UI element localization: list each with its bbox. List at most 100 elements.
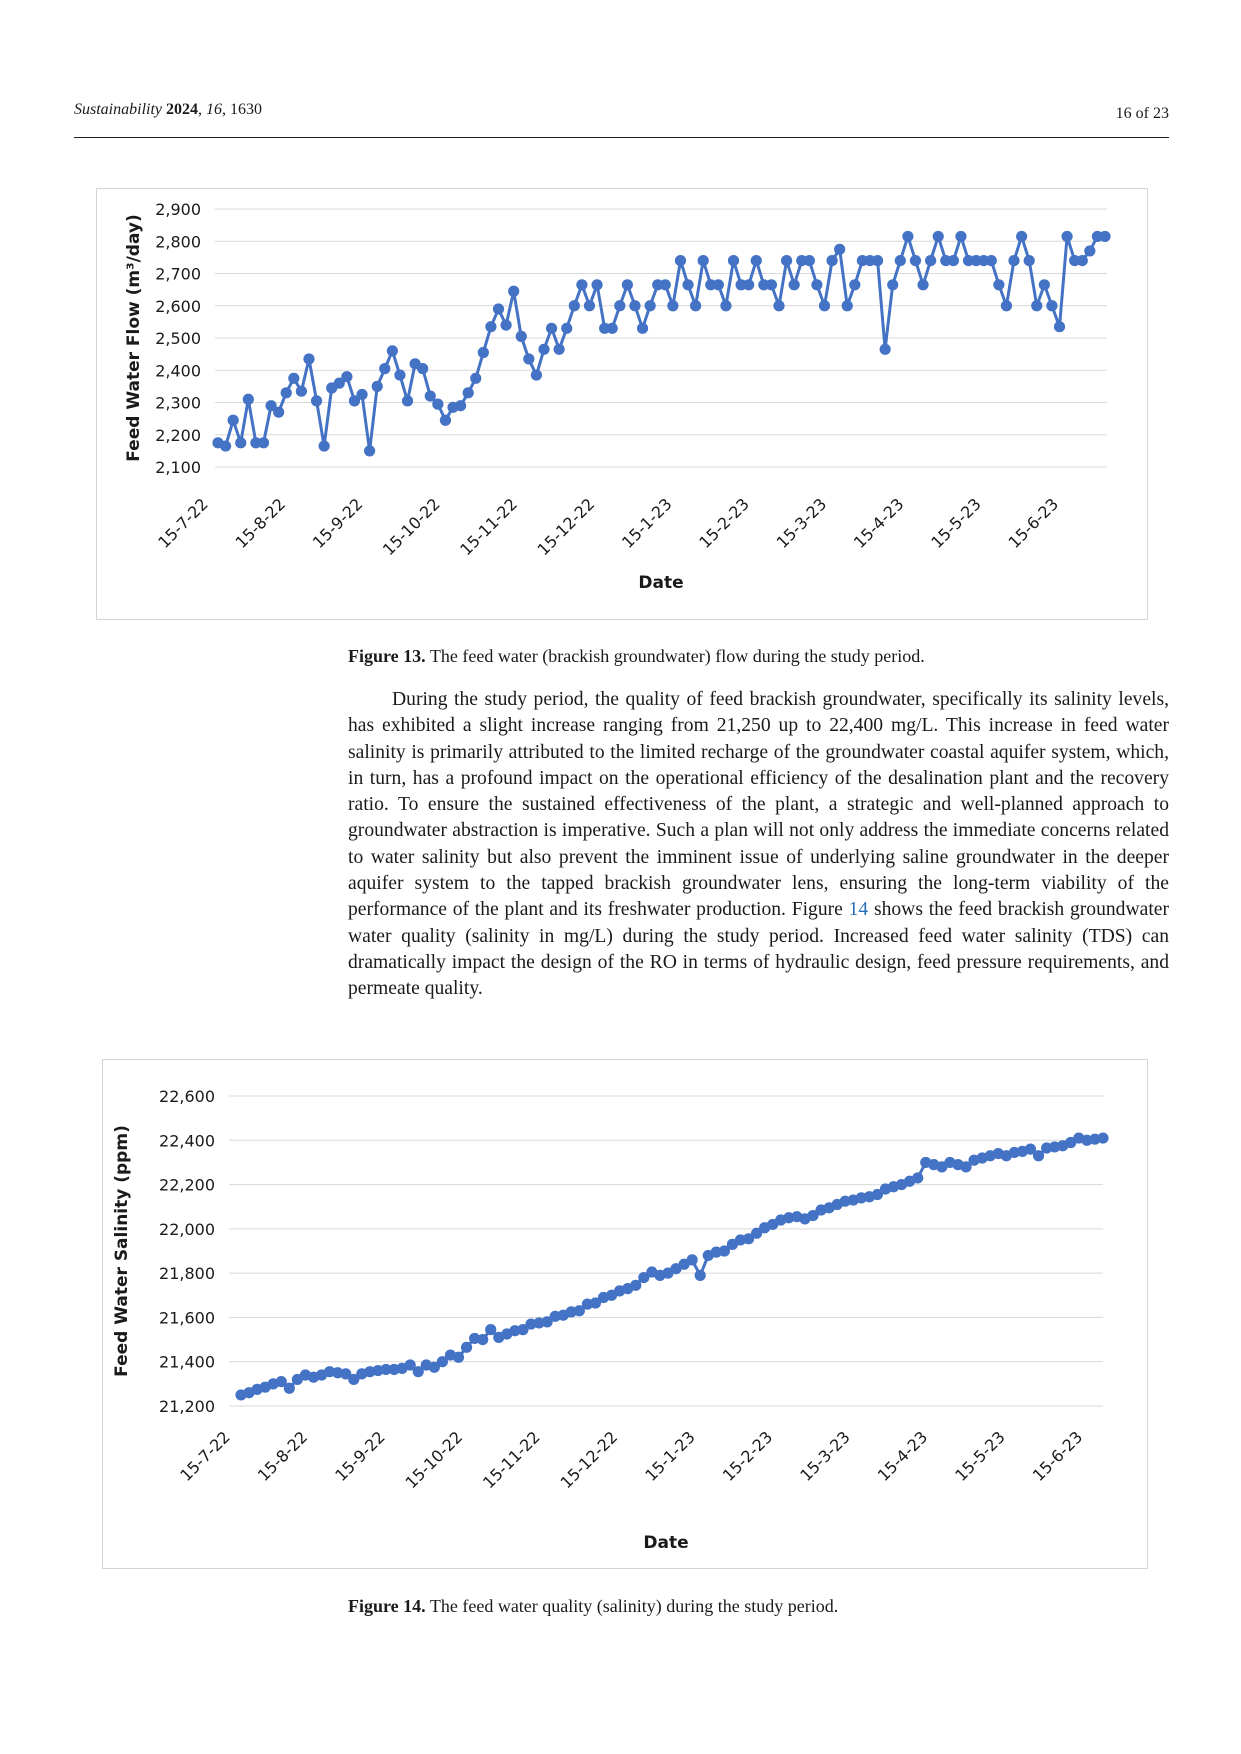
x-tick-label: 15-12-22 [534,494,599,559]
y-tick-label: 2,500 [155,329,201,348]
x-tick-label: 15-3-23 [796,1427,854,1485]
figure-13-chart: 2,100 2,200 2,300 2,400 2,500 2,600 2,700 2,800… [96,188,1148,620]
data-point [773,300,785,312]
x-tick-label: 15-5-23 [927,494,985,552]
journal-volume: 16 [206,101,222,118]
data-point [424,390,436,402]
data-point [404,1359,416,1371]
data-point [348,395,361,407]
data-point [591,279,603,291]
data-point [462,387,474,399]
figure-14-label: Figure 14. [348,1596,426,1616]
data-point [743,279,755,291]
data-point [500,319,512,331]
data-point [644,300,656,312]
data-point [1031,300,1043,312]
data-point [803,255,815,267]
y-tick-label: 22,200 [159,1176,215,1195]
data-point [470,372,482,384]
data-point [614,300,626,312]
data-point [417,363,429,375]
x-tick-label: 15-1-23 [618,494,676,552]
data-point [1032,1150,1045,1162]
data-point [1023,255,1035,267]
header-rule [74,137,1169,138]
data-point [925,255,937,267]
figure-14-chart: 21,200 21,400 21,600 21,800 22,000 22,200 22,4… [102,1059,1148,1569]
data-point [477,346,489,359]
figure-14-caption-text: The feed water quality (salinity) during… [429,1596,839,1616]
data-point [788,279,800,291]
data-point [436,1356,449,1368]
data-point [454,400,467,412]
data-point [659,279,671,291]
data-point [538,343,550,355]
y-tick-label: 21,200 [159,1397,215,1416]
data-point [686,1254,698,1266]
x-tick-label: 15-2-23 [719,1427,777,1485]
data-point [912,1172,924,1184]
x-tick-label: 15-3-23 [773,494,831,552]
data-point [318,440,330,452]
data-point [364,445,376,457]
data-point [1084,245,1096,257]
data-point [380,1363,392,1376]
data-point [508,285,520,297]
data-point [485,321,497,333]
data-point [1076,255,1088,267]
y-tick-label: 2,900 [155,200,201,219]
data-point [955,230,967,243]
data-point [371,380,383,392]
data-point [902,230,914,243]
data-point [682,279,694,291]
y-tick-label: 22,400 [159,1131,215,1150]
data-point [515,330,527,342]
x-tick-label: 15-8-22 [254,1427,312,1485]
data-point [257,437,270,449]
y-tick-label: 2,200 [155,426,201,445]
data-point [1099,230,1111,243]
page-header: Sustainability 2024, 16, 1630 16 of 23 [74,101,1169,125]
data-point [621,279,633,291]
data-point [235,437,247,449]
journal-citation: Sustainability 2024, 16, 1630 [74,101,262,118]
data-point [638,1271,650,1284]
data-point [265,400,277,412]
data-point [303,353,315,365]
data-point [401,395,414,407]
data-point [583,300,596,312]
data-point [485,1324,497,1336]
x-tick-label: 15-5-23 [951,1427,1009,1485]
data-point [834,243,846,255]
data-point [341,371,353,383]
y-tick-label: 2,700 [155,265,201,284]
data-point [879,343,891,355]
data-point [1038,279,1050,291]
y-tick-label: 21,400 [159,1353,215,1372]
data-point [742,1233,755,1245]
data-point [694,1269,706,1281]
figure-13-caption: Figure 13. The feed water (brackish grou… [348,646,925,667]
data-point [379,363,391,375]
data-point [960,1161,972,1173]
data-point [1053,321,1066,333]
data-point [807,1209,819,1222]
article-number: 1630 [230,101,262,118]
data-point [386,345,398,357]
y-tick-label: 2,300 [155,394,201,413]
data-point [452,1351,465,1363]
data-point [576,279,588,291]
x-axis-title: Date [638,573,683,593]
figure-14-reference-link[interactable]: 14 [848,899,869,921]
data-point [1008,255,1020,267]
data-point [517,1324,529,1336]
data-point [310,395,323,407]
x-tick-label: 15-12-22 [557,1427,622,1492]
data-point [477,1333,489,1346]
x-tick-label: 15-7-22 [176,1427,234,1485]
data-point [280,387,292,399]
data-point [227,414,239,426]
data-point [1046,300,1058,312]
data-point [432,398,444,410]
data-point [568,300,580,312]
